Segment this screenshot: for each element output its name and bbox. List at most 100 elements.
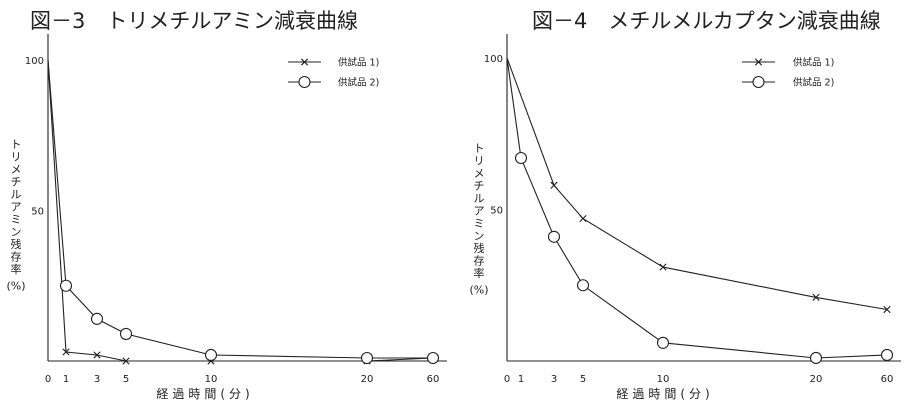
chart-1-x-tick-label: 10 <box>205 374 218 385</box>
chart-1-series-1-point-x-stroke-b <box>62 348 70 356</box>
chart-1-y-axis-label-char: ト <box>11 138 22 151</box>
chart-1-x-tick-label: 5 <box>123 374 129 385</box>
chart-2-series-1-line <box>506 57 888 311</box>
chart-1-legend-x-stroke-b <box>300 58 309 66</box>
chart-1-series-2-point-circle-marker <box>119 327 133 340</box>
chart-2-legend-label: 供試品 2) <box>793 77 834 89</box>
chart-1-y-tick-label: 100 <box>25 56 44 67</box>
chart-2-series-2 <box>506 57 894 365</box>
chart-2-y-axis-label-char: 存 <box>474 254 485 268</box>
chart-1-x-tick-label: 20 <box>361 374 374 385</box>
chart-1-x-axis-label: 経過時間(分) <box>156 387 253 401</box>
chart-1-legend-label: 供試品 1) <box>338 57 379 69</box>
chart-1-x-tick-label: 1 <box>63 374 69 385</box>
chart-2-x-tick-label: 0 <box>504 374 510 385</box>
chart-2-y-axis-label-char: リ <box>474 155 485 168</box>
chart-1-y-axis-label-char: 率 <box>11 262 22 276</box>
chart-1-y-axis-label-char: ミ <box>11 213 22 226</box>
chart-1: 図－3 トリメチルアミン減衰曲線 100 50 0 1 3 5 10 20 60 経過時間(分) トリ… <box>6 9 447 401</box>
chart-2-x-tick-label: 60 <box>881 374 894 385</box>
chart-1-series-1-line <box>47 59 434 362</box>
chart-2-legend-x-marker <box>754 58 763 66</box>
chart-2-x-tick-label: 5 <box>580 374 586 385</box>
chart-1-title: 図－3 トリメチルアミン減衰曲線 <box>30 9 358 33</box>
chart-2-legend-item-1: 供試品 1) <box>742 57 834 69</box>
chart-2-legend-item-2: 供試品 2) <box>742 75 834 89</box>
chart-1-y-axis-label-char: ア <box>11 201 22 214</box>
chart-2: 図－4 メチルメルカプタン減衰曲線 100 50 0 1 3 5 10 20 60 経過時間(分) ト… <box>469 9 901 401</box>
chart-1-legend-item-2: 供試品 2) <box>288 75 379 89</box>
chart-1-legend-x-marker <box>300 58 309 66</box>
chart-2-series-2-point-circle-marker <box>514 151 528 165</box>
chart-2-series-2-line <box>506 57 888 359</box>
chart-1-y-axis-label-char: 存 <box>11 250 22 264</box>
chart-2-y-axis-label-char: 残 <box>474 241 485 255</box>
chart-2-x-axis-label: 経過時間(分) <box>616 387 713 401</box>
chart-2-y-axis-label-char: ン <box>474 230 485 243</box>
chart-2-legend-x-stroke-b <box>754 58 763 66</box>
chart-2-y-axis-label-char: ル <box>474 192 485 205</box>
chart-1-legend-item-1: 供試品 1) <box>288 57 379 69</box>
chart-1-legend-label: 供試品 2) <box>338 77 379 89</box>
chart-1-series-2-line <box>47 59 433 359</box>
chart-1-y-axis-label-char: リ <box>11 151 22 164</box>
chart-2-series-1-point-x-marker <box>550 181 558 189</box>
chart-2-series-1 <box>506 57 891 314</box>
chart-2-legend-label: 供試品 1) <box>793 57 834 69</box>
chart-2-series-1-point-x-stroke-b <box>883 305 891 314</box>
chart-2-series-1-point-x-marker <box>883 305 891 314</box>
chart-1-y-tick-label: 50 <box>31 207 44 218</box>
chart-2-series-1-point-x-marker <box>812 293 820 301</box>
chart-2-x-tick-label: 20 <box>810 374 823 385</box>
chart-2-y-axis-label-char: メ <box>474 167 485 180</box>
chart-1-series-1-point-x-marker <box>62 348 70 356</box>
chart-2-title: 図－4 メチルメルカプタン減衰曲線 <box>532 9 881 33</box>
chart-2-series-1-point-x-marker <box>579 215 587 223</box>
chart-2-x-tick-label: 10 <box>657 374 670 385</box>
chart-1-y-axis-label-char: メ <box>11 163 22 176</box>
chart-1-y-axis-label-char: ル <box>11 188 22 201</box>
chart-2-x-tick-label: 1 <box>518 374 524 385</box>
chart-2-y-axis-label-char: チ <box>474 180 485 193</box>
chart-1-legend-circle-marker <box>298 75 311 89</box>
chart-2-y-axis-label-char: ア <box>474 205 485 218</box>
chart-1-y-axis-label-char: (%) <box>6 280 25 293</box>
chart-2-y-axis-label-char: (%) <box>469 284 488 297</box>
chart-2-series-1-point-x-stroke-b <box>550 181 558 189</box>
chart-2-x-tick-label: 3 <box>551 374 557 385</box>
chart-2-series-2-point-circle-marker <box>656 336 670 349</box>
chart-2-series-2-point-circle-marker <box>809 351 823 365</box>
chart-2-y-tick-label: 100 <box>484 54 503 65</box>
chart-2-series-2-point-circle-marker <box>547 230 561 243</box>
chart-2-y-axis-label-char: ミ <box>474 217 485 230</box>
chart-2-y-axis-label-char: 率 <box>474 266 485 280</box>
chart-1-series-1 <box>47 59 437 365</box>
chart-1-y-axis-label-char: ン <box>11 226 22 239</box>
chart-1-series-2 <box>47 59 440 365</box>
chart-1-x-tick-label: 0 <box>45 374 51 385</box>
chart-2-series-1-point-x-stroke-b <box>812 293 820 301</box>
chart-2-series-1-point-x-marker <box>659 263 667 271</box>
chart-1-y-axis-label-char: 残 <box>11 237 22 251</box>
chart-1-series-2-point-circle-marker <box>59 279 73 292</box>
chart-1-x-tick-label: 60 <box>427 374 440 385</box>
chart-2-y-tick-label: 50 <box>490 206 503 217</box>
chart-1-series-1-point-x-marker <box>93 351 101 359</box>
chart-2-series-1-point-x-stroke-b <box>579 215 587 223</box>
chart-2-legend-circle-marker <box>752 75 765 89</box>
chart-1-series-1-point-x-marker <box>122 357 130 365</box>
chart-2-series-2-point-circle-marker <box>576 279 590 292</box>
chart-2-y-axis-label-char: ト <box>474 142 485 155</box>
chart-2-series-2-point-circle-marker <box>880 348 894 361</box>
chart-1-series-1-point-x-stroke-b <box>122 357 130 365</box>
chart-1-series-2-point-circle-marker <box>204 348 218 362</box>
chart-1-series-2-point-circle-marker <box>90 312 104 325</box>
chart-1-series-2-point-circle-marker <box>426 351 440 365</box>
chart-1-series-2-point-circle-marker <box>360 351 374 365</box>
chart-1-series-1-point-x-stroke-b <box>93 351 101 359</box>
chart-1-y-axis-label-char: チ <box>11 176 22 189</box>
chart-2-series-1-point-x-stroke-b <box>659 263 667 271</box>
chart-1-x-tick-label: 3 <box>94 374 100 385</box>
